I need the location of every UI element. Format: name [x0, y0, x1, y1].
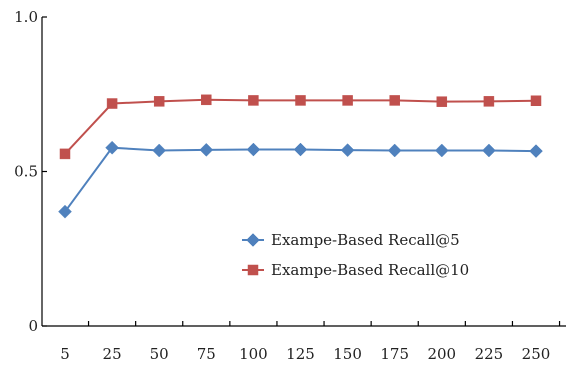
- data-point: [152, 143, 167, 158]
- data-point: [199, 143, 214, 157]
- data-point: [389, 95, 400, 106]
- legend-label: Exampe-Based Recall@10: [271, 261, 469, 279]
- legend-label: Exampe-Based Recall@5: [271, 231, 460, 249]
- x-tick-label: 125: [286, 345, 315, 363]
- y-tick-label: 1.0: [14, 8, 38, 26]
- series-1: [58, 140, 543, 219]
- y-tick-label: 0: [28, 317, 38, 335]
- data-point: [295, 95, 306, 106]
- legend-marker: [247, 264, 259, 276]
- x-tick-label: 250: [522, 345, 551, 363]
- data-point: [59, 148, 71, 160]
- x-tick-label: 200: [427, 345, 456, 363]
- data-point: [248, 95, 259, 106]
- data-point: [58, 204, 72, 219]
- data-point: [342, 95, 353, 106]
- data-point: [201, 94, 212, 106]
- data-point: [434, 143, 449, 158]
- data-point: [106, 98, 118, 109]
- x-tick-label: 5: [60, 345, 70, 363]
- legend-marker: [246, 233, 260, 247]
- x-tick-label: 50: [150, 345, 169, 363]
- chart-axes: [41, 17, 566, 327]
- data-point: [387, 143, 402, 158]
- data-point: [483, 96, 495, 107]
- data-point: [482, 143, 496, 158]
- data-point: [530, 95, 542, 106]
- legend: Exampe-Based Recall@5 Exampe-Based Recall…: [242, 231, 469, 279]
- data-point: [246, 142, 261, 157]
- series-2: [59, 94, 542, 160]
- data-point: [293, 142, 308, 157]
- x-tick-label: 150: [333, 345, 362, 363]
- series-layer: [58, 94, 543, 219]
- x-ticks: 5 25 50 75 100 125 150 175 200 225 250: [60, 321, 561, 363]
- y-ticks: 0 0.5 1.0: [14, 8, 47, 335]
- x-tick-label: 75: [197, 345, 216, 363]
- data-point: [340, 143, 355, 158]
- data-point: [529, 144, 543, 158]
- data-point: [436, 96, 448, 107]
- x-tick-label: 25: [103, 345, 122, 363]
- data-point: [153, 96, 165, 107]
- series-line: [64, 146, 537, 213]
- y-tick-label: 0.5: [14, 163, 38, 181]
- x-tick-label: 100: [239, 345, 268, 363]
- x-tick-label: 175: [380, 345, 409, 363]
- x-tick-label: 225: [475, 345, 504, 363]
- data-point: [105, 140, 119, 155]
